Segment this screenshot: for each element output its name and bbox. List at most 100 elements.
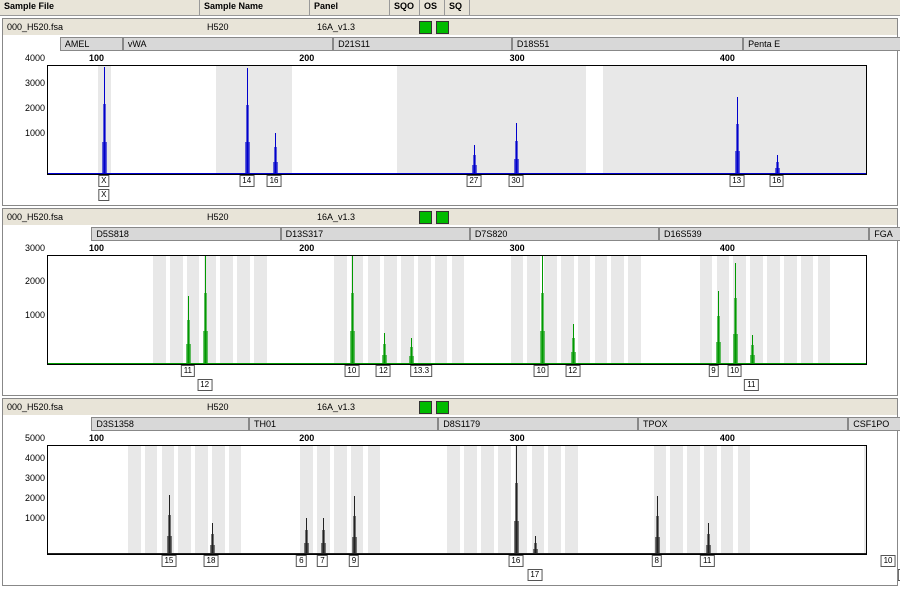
allele-bin	[855, 66, 867, 174]
quality-indicator	[436, 401, 449, 414]
locus-label: D8S1179	[438, 417, 638, 431]
locus-label: D13S317	[281, 227, 470, 241]
allele-bin	[818, 256, 831, 364]
peak	[737, 97, 738, 174]
allele-bin	[334, 256, 347, 364]
y-axis: 40003000200010000	[7, 53, 47, 163]
peak	[323, 518, 324, 554]
allele-bin	[864, 446, 867, 554]
allele-bin	[532, 446, 545, 554]
allele-bin	[611, 256, 624, 364]
allele-bin	[410, 66, 423, 174]
allele-bin	[700, 256, 713, 364]
locus-label: D3S1358	[91, 417, 249, 431]
peak	[535, 536, 536, 554]
allele-call: 12	[376, 365, 391, 377]
peak	[474, 145, 475, 174]
allele-bin	[418, 256, 431, 364]
allele-bin	[544, 256, 557, 364]
peak	[542, 255, 543, 364]
allele-bin	[178, 446, 191, 554]
allele-bin	[464, 446, 477, 554]
allele-bin	[561, 66, 574, 174]
allele-call: X	[98, 175, 109, 187]
y-axis: 500040003000200010000	[7, 433, 47, 543]
allele-bin	[447, 66, 460, 174]
allele-call: 10	[344, 365, 359, 377]
allele-call: 15	[161, 555, 176, 567]
allele-bin	[498, 446, 511, 554]
allele-bin	[334, 446, 347, 554]
allele-call: 10	[534, 365, 549, 377]
quality-indicator	[419, 401, 432, 414]
quality-indicator	[436, 21, 449, 34]
allele-bin	[670, 446, 683, 554]
allele-call: 6	[296, 555, 306, 567]
peak	[275, 133, 276, 174]
y-axis: 3000200010000	[7, 243, 47, 353]
allele-bin	[628, 66, 641, 174]
column-header: Sample Name	[200, 0, 310, 15]
sample-file: 000_H520.fsa	[3, 21, 203, 33]
column-header: SQ	[445, 0, 470, 15]
allele-call: 11	[181, 365, 195, 377]
allele-call: 11	[744, 379, 758, 391]
peak	[205, 255, 206, 364]
allele-bin	[818, 66, 831, 174]
allele-bin	[153, 256, 166, 364]
x-axis: 100200300400	[47, 433, 893, 445]
allele-bin	[229, 446, 242, 554]
allele-bin	[368, 256, 381, 364]
table-header: Sample FileSample NamePanelSQOOSSQ	[0, 0, 900, 16]
allele-call: 10	[727, 365, 742, 377]
peak	[777, 155, 778, 174]
electropherogram-panel: 000_H520.fsaH52016A_v1.3D5S818D13S317D7S…	[2, 208, 898, 396]
allele-bin	[738, 446, 751, 554]
allele-bin	[843, 66, 856, 174]
allele-call: 11	[700, 555, 714, 567]
allele-bin	[801, 256, 814, 364]
locus-label: TH01	[249, 417, 438, 431]
allele-bin	[784, 256, 797, 364]
allele-bin	[704, 66, 717, 174]
allele-bin	[780, 66, 793, 174]
peak	[516, 123, 517, 174]
electropherogram-panel: 000_H520.fsaH52016A_v1.3D3S1358TH01D8S11…	[2, 398, 898, 586]
locus-label: TPOX	[638, 417, 848, 431]
peak	[188, 296, 189, 364]
allele-bin	[628, 256, 641, 364]
allele-bin	[481, 446, 494, 554]
allele-bin	[548, 446, 561, 554]
plot-area	[47, 255, 867, 365]
allele-bin	[687, 446, 700, 554]
allele-call: 9	[708, 365, 718, 377]
allele-call: 17	[527, 569, 542, 581]
allele-bin	[216, 66, 229, 174]
allele-call: 14	[239, 175, 254, 187]
quality-indicator	[419, 211, 432, 224]
allele-bin	[195, 446, 208, 554]
allele-bin	[447, 446, 460, 554]
allele-call: 30	[508, 175, 523, 187]
allele-bin	[220, 256, 233, 364]
allele-bin	[536, 66, 549, 174]
sample-name: H520	[203, 211, 313, 223]
locus-label: CSF1PO	[848, 417, 900, 431]
allele-bin	[128, 446, 141, 554]
allele-bin	[754, 66, 767, 174]
allele-bin	[691, 66, 704, 174]
x-axis: 100200300400	[47, 53, 893, 65]
allele-bin	[170, 256, 183, 364]
allele-bin	[229, 66, 242, 174]
panel-name: 16A_v1.3	[313, 21, 393, 33]
peak	[657, 496, 658, 554]
allele-call: 7	[317, 555, 327, 567]
allele-bin	[742, 66, 755, 174]
peak	[352, 255, 353, 364]
sample-file: 000_H520.fsa	[3, 401, 203, 413]
allele-bin	[641, 66, 654, 174]
allele-bin	[574, 66, 587, 174]
allele-bin	[498, 66, 511, 174]
allele-bin	[548, 66, 561, 174]
peak	[212, 523, 213, 554]
